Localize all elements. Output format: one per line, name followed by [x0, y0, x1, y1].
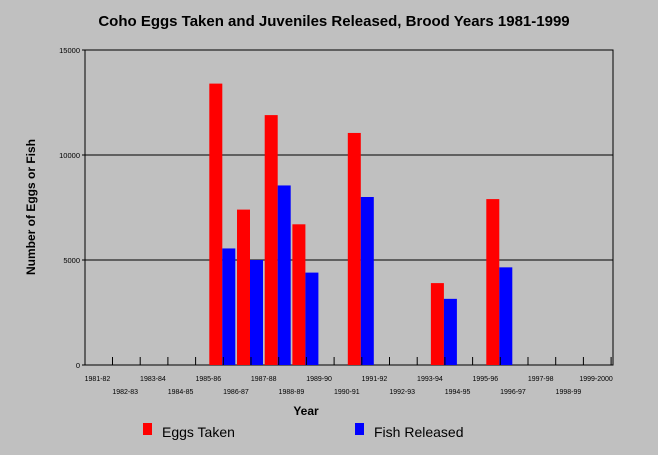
x-tick-label: 1990-91: [334, 389, 360, 396]
x-tick-label: 1995-96: [472, 376, 498, 383]
legend: Eggs Taken Fish Released: [143, 423, 464, 440]
x-axis-label: Year: [293, 404, 319, 418]
bar-fish-released-1995-96: [499, 267, 513, 365]
x-tick-label: 1998-99: [556, 389, 582, 396]
x-tick-label: 1982-83: [112, 389, 138, 396]
x-tick-label: 1997-98: [528, 376, 554, 383]
bar-fish-released-1985-86: [222, 248, 236, 365]
bar-eggs-taken-1988-89: [292, 224, 306, 365]
bar-eggs-taken-1990-91: [347, 132, 361, 365]
x-axis-ticks: 1981-821982-831983-841984-851985-861986-…: [85, 357, 613, 396]
x-tick-label: 1985-86: [195, 376, 221, 383]
bars: [209, 83, 513, 365]
y-axis-label: Number of Eggs or Fish: [24, 139, 38, 275]
legend-label: Eggs Taken: [162, 424, 235, 440]
bar-eggs-taken-1987-88: [264, 115, 278, 365]
legend-swatch: [355, 423, 364, 435]
x-tick-label: 1999-2000: [579, 376, 613, 383]
y-tick-label: 15000: [59, 46, 80, 55]
bar-eggs-taken-1993-94: [430, 283, 444, 365]
x-tick-label: 1996-97: [500, 389, 526, 396]
bar-fish-released-1986-87: [250, 260, 263, 365]
x-tick-label: 1993-94: [417, 376, 443, 383]
y-axis-ticks: 0 5000 10000 15000: [59, 46, 85, 370]
x-tick-label: 1986-87: [223, 389, 249, 396]
bar-eggs-taken-1986-87: [237, 209, 250, 365]
bar-eggs-taken-1985-86: [209, 83, 223, 365]
x-tick-label: 1994-95: [445, 389, 471, 396]
x-tick-label: 1983-84: [140, 376, 166, 383]
x-tick-label: 1984-85: [168, 389, 194, 396]
x-tick-label: 1991-92: [362, 376, 388, 383]
y-tick-label: 10000: [59, 151, 80, 160]
legend-swatch: [143, 423, 152, 435]
bar-fish-released-1993-94: [443, 298, 457, 365]
x-tick-label: 1987-88: [251, 376, 277, 383]
x-tick-label: 1989-90: [306, 376, 332, 383]
bar-eggs-taken-1995-96: [486, 199, 500, 365]
x-tick-label: 1981-82: [85, 376, 111, 383]
y-tick-label: 5000: [63, 256, 80, 265]
bar-fish-released-1988-89: [305, 272, 319, 365]
chart-title: Coho Eggs Taken and Juveniles Released, …: [98, 13, 569, 30]
x-tick-label: 1988-89: [279, 389, 305, 396]
bar-fish-released-1990-91: [360, 197, 374, 365]
y-tick-label: 0: [76, 361, 80, 370]
x-tick-label: 1992-93: [389, 389, 415, 396]
bar-fish-released-1987-88: [277, 185, 291, 365]
legend-label: Fish Released: [374, 424, 464, 440]
